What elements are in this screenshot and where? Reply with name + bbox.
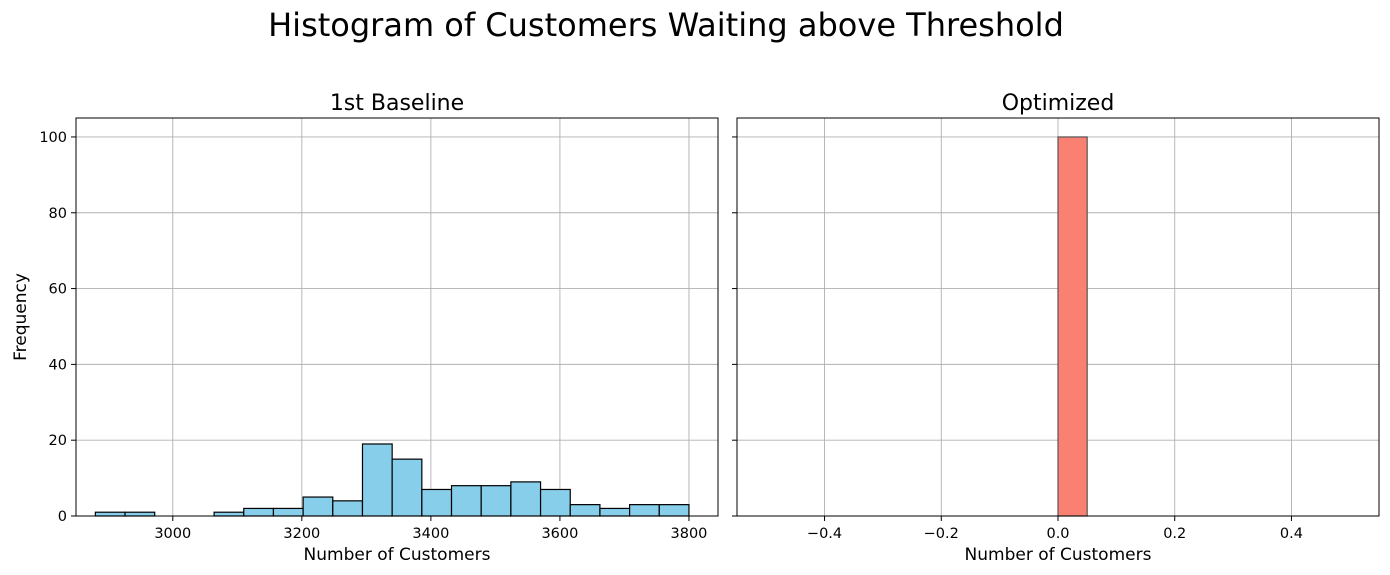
panel-title: 1st Baseline	[330, 91, 464, 116]
histogram-bar	[332, 500, 364, 517]
histogram-bar	[213, 511, 245, 517]
x-tick-label: 3200	[283, 526, 320, 542]
histogram-bar	[450, 485, 482, 517]
histogram-bar	[658, 504, 690, 517]
histogram-bar	[1057, 136, 1088, 517]
y-tick-label: 20	[49, 433, 67, 449]
y-tick-label: 60	[49, 282, 67, 298]
histogram-bar	[391, 458, 423, 517]
optimized-histogram-panel: −0.4 −0.2 0.0 0.2 0.4 Optimized Number of Cust…	[732, 91, 1380, 565]
x-tick-label: 0.2	[1163, 526, 1186, 542]
x-tick-label: 3600	[541, 526, 578, 542]
x-axis-label: Number of Customers	[304, 545, 491, 565]
histogram-bar	[569, 504, 601, 517]
baseline-histogram-panel: 3000 3200 3400 3600 3800 0 20 40 60 80 100 1st Base…	[11, 91, 719, 565]
histogram-bars	[94, 443, 690, 517]
x-tick-label: 0.0	[1046, 526, 1069, 542]
histogram-bar	[272, 507, 304, 517]
y-tick-label: 80	[49, 206, 67, 222]
figure-suptitle: Histogram of Customers Waiting above Thr…	[268, 6, 1064, 44]
histogram-bar	[539, 488, 571, 517]
axes-frame	[75, 117, 719, 517]
y-tick-label: 40	[49, 357, 67, 373]
histogram-bar	[599, 507, 631, 517]
x-tick-label: 3800	[671, 526, 708, 542]
histogram-bar	[124, 511, 156, 517]
x-tick-label: 0.4	[1280, 526, 1303, 542]
histogram-bars	[1057, 136, 1088, 517]
histogram-bar	[243, 507, 275, 517]
x-tick-label: 3400	[412, 526, 449, 542]
histogram-bar	[629, 504, 660, 517]
y-axis-label: Frequency	[11, 273, 31, 361]
panel-title: Optimized	[1002, 91, 1115, 116]
histogram-bar	[361, 443, 393, 517]
histogram-bar	[480, 485, 512, 517]
histogram-bar	[94, 511, 126, 517]
y-tick-label: 100	[39, 130, 67, 146]
histogram-bar	[510, 481, 542, 517]
histogram-bar	[421, 488, 453, 517]
x-tick-label: −0.2	[924, 526, 959, 542]
x-tick-label: −0.4	[807, 526, 842, 542]
y-tick-label: 0	[58, 509, 67, 525]
x-axis-label: Number of Customers	[965, 545, 1152, 565]
histogram-bar	[302, 496, 334, 517]
x-tick-label: 3000	[154, 526, 191, 542]
gridlines	[76, 118, 718, 517]
